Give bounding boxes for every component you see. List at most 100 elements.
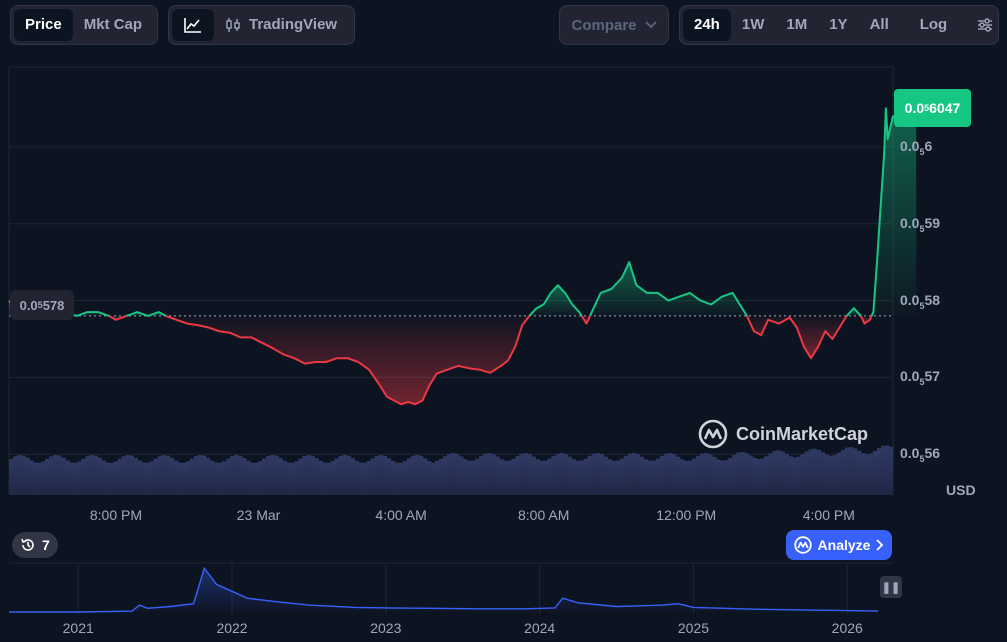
overview-handle[interactable]: ❚❚ — [880, 576, 902, 598]
coinmarketcap-logo-icon — [793, 536, 812, 554]
volume-bar — [511, 458, 516, 495]
chevron-down-icon — [644, 21, 657, 29]
price-line-down — [165, 314, 531, 406]
volume-bar — [390, 461, 396, 495]
volume-bar — [9, 459, 14, 495]
volume-bar — [338, 455, 343, 495]
compare-label: Compare — [571, 16, 637, 34]
volume-bar — [274, 455, 279, 495]
volume-bar — [515, 456, 520, 495]
volume-bar — [205, 457, 211, 495]
volume-bar — [129, 455, 134, 495]
volume-bar — [551, 456, 556, 495]
volume-bar — [145, 462, 151, 495]
current-price-tag: 0.0 5 6047 — [894, 89, 971, 127]
y-tick-prefix: 0.0 — [900, 368, 920, 385]
y-tick-label: 0.0557 — [900, 368, 940, 387]
compare-dropdown[interactable]: Compare — [559, 5, 669, 45]
volume-bar — [519, 453, 524, 495]
price-tab[interactable]: Price — [14, 9, 73, 41]
sliders-icon — [978, 18, 993, 32]
y-tick-label: 0.0559 — [900, 215, 940, 234]
volume-bar — [479, 456, 484, 495]
x-tick-label: 4:00 PM — [802, 507, 855, 523]
price-line-up — [528, 284, 583, 317]
overview-x-tick-label: 2021 — [62, 620, 94, 636]
volume-bar — [752, 457, 757, 495]
analyze-button[interactable]: Analyze — [786, 530, 892, 560]
volume-bar — [523, 453, 528, 495]
price-area-up — [871, 100, 917, 316]
volume-bar — [812, 448, 818, 495]
volume-bar — [696, 455, 701, 495]
y-tick-label: 0.0556 — [900, 445, 940, 464]
volume-bar — [386, 458, 392, 495]
volume-bar — [93, 455, 98, 495]
range-1y[interactable]: 1Y — [829, 16, 848, 33]
volume-bar — [225, 458, 231, 495]
analyze-label: Analyze — [817, 537, 871, 553]
y-tick-label: 0.056 — [900, 138, 932, 157]
volume-bar — [290, 462, 295, 495]
volume-bar — [684, 460, 689, 495]
volume-bar — [378, 455, 384, 495]
volume-bar — [161, 455, 167, 495]
volume-bar — [254, 462, 259, 495]
x-tick-label: 23 Mar — [236, 507, 281, 523]
volume-bar — [716, 459, 721, 495]
y-tick-zero-count: 5 — [919, 223, 925, 234]
price-line-up — [589, 261, 748, 317]
price-area-down — [165, 315, 530, 405]
price-line-up — [126, 311, 167, 317]
volume-bar — [65, 460, 70, 495]
volume-bar — [165, 455, 171, 495]
chevron-right-icon — [876, 539, 884, 551]
range-24h[interactable]: 24h — [683, 9, 731, 41]
x-tick-label: 4:00 AM — [375, 507, 427, 523]
volume-bar — [286, 462, 291, 495]
volume-bar — [418, 455, 424, 495]
grid-lines — [9, 146, 893, 455]
volume-bar — [149, 461, 155, 495]
volume-bar — [676, 456, 681, 495]
current-price-zero-count: 5 — [924, 103, 930, 113]
volume-bar — [125, 455, 130, 495]
volume-bar — [635, 454, 641, 495]
line-chart-button[interactable] — [172, 9, 214, 41]
volume-bar — [97, 457, 102, 495]
range-all[interactable]: All — [869, 16, 889, 33]
y-tick-digits: 58 — [924, 291, 941, 308]
volume-bar — [736, 452, 741, 495]
history-button[interactable]: 7 — [12, 532, 58, 558]
volume-bar — [234, 455, 239, 495]
market-cap-tab[interactable]: Mkt Cap — [83, 16, 143, 33]
overview-area — [9, 568, 878, 612]
volume-bar — [631, 453, 637, 495]
range-1w[interactable]: 1W — [741, 16, 765, 33]
history-icon — [21, 538, 34, 551]
volume-bar — [306, 455, 311, 495]
range-1m[interactable]: 1M — [786, 16, 808, 33]
volume-bar — [483, 453, 488, 495]
volume-bar — [672, 454, 677, 495]
volume-bar — [467, 460, 472, 495]
y-tick-prefix: 0.0 — [900, 214, 920, 231]
volume-bar — [832, 455, 838, 495]
tradingview-button[interactable]: TradingView — [214, 9, 348, 41]
volume-bar — [434, 460, 440, 495]
volume-bar — [17, 455, 22, 495]
settings-button[interactable] — [967, 9, 1003, 41]
log-scale-button[interactable]: Log — [919, 16, 948, 33]
volume-bar — [294, 461, 299, 495]
overview-chart[interactable] — [9, 566, 879, 613]
volume-bar — [342, 455, 347, 495]
volume-bar — [238, 455, 243, 495]
volume-bar — [314, 458, 319, 495]
volume-bar — [394, 462, 400, 495]
volume-bar — [655, 458, 661, 495]
volume-bar — [880, 445, 886, 495]
volume-bar — [499, 459, 504, 495]
volume-bar — [615, 460, 621, 495]
y-tick-zero-count: 5 — [919, 377, 925, 388]
